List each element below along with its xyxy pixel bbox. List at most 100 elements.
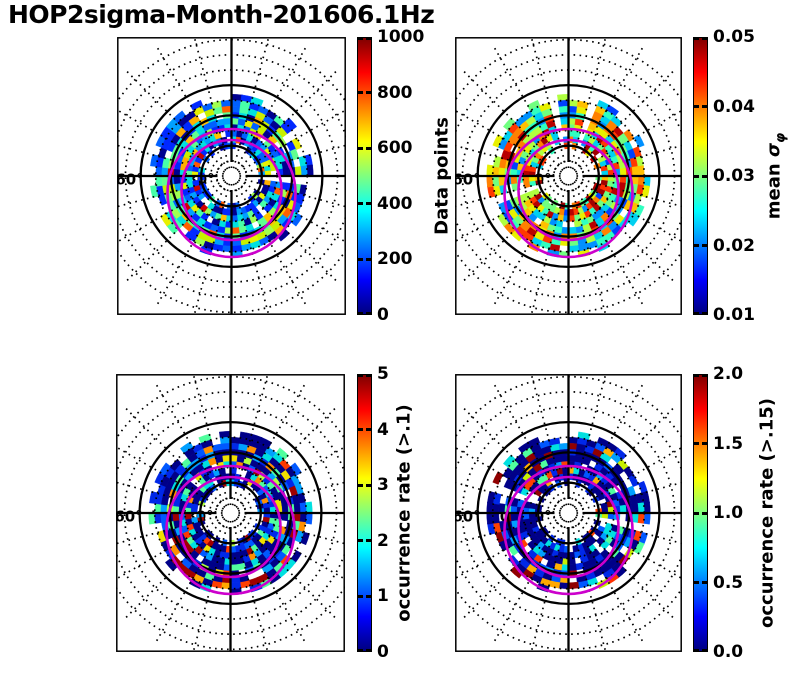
colorbar-tick: [702, 312, 707, 315]
colorbar-tick: [702, 244, 707, 247]
auroral-oval-inner: [517, 138, 620, 242]
polar-plot: 60°70°80°: [116, 374, 345, 652]
colorbar-tick: [366, 594, 371, 598]
colorbar-tick-label: 1.5: [713, 433, 744, 454]
colorbar-tick-label: 0: [377, 305, 389, 325]
auroral-oval-inner: [517, 475, 620, 579]
colorbar-tick: [358, 257, 363, 261]
colorbar-tick-label: 0.05: [713, 27, 755, 47]
polar-panel-data-points: 60°70°80°: [117, 37, 346, 315]
colorbar-tick: [358, 594, 363, 598]
mlt-cross-axes: [117, 375, 344, 651]
colorbar-occurrence-rate-gt-0.1: 0 1 2 3 4 5 occurrence rate (>.1): [357, 364, 467, 662]
dotted-spoke: [236, 67, 340, 171]
colorbar-tick: [694, 105, 699, 108]
dotted-spoke: [117, 179, 225, 244]
dotted-spoke: [575, 446, 682, 510]
dotted-spoke: [571, 43, 646, 170]
auroral-oval-outer: [165, 464, 296, 596]
colorbar-tick: [366, 257, 371, 261]
colorbar-tick: [366, 202, 371, 206]
polar-panel-occurrence-rate-gt-0.1: 60°70°80°: [116, 374, 345, 652]
dotted-spoke: [573, 518, 677, 622]
colorbar-tick: [702, 174, 707, 178]
dotted-spoke: [234, 43, 309, 170]
colorbar-tick: [358, 91, 363, 95]
dotted-spoke: [573, 404, 677, 508]
colorbar-tick: [702, 581, 707, 584]
dotted-spoke: [575, 179, 682, 243]
polar-panel-occurrence-rate-gt-0.15: 60° 70° 80°: [455, 374, 682, 652]
colorbar-tick: [366, 312, 371, 315]
dotted-spoke: [573, 67, 677, 171]
colorbar-tick: [694, 312, 699, 315]
dotted-spoke: [573, 181, 677, 285]
polar-plot: 60°70°80°: [455, 37, 682, 315]
dotted-spoke: [491, 519, 566, 646]
figure-title: HOP2sigma-Month-201606.1Hz: [8, 0, 435, 29]
colorbar-tick: [358, 483, 363, 487]
colorbar-tick: [358, 37, 363, 40]
colorbar-tick: [366, 649, 371, 652]
colorbar-occurrence-rate-gt-0.15: 0.0 0.5 1.0 1.5 2.0 occurrence rate (>.15): [693, 364, 797, 662]
data-mosaic: [148, 430, 313, 596]
colorbar-tick: [366, 146, 371, 150]
dotted-spoke: [154, 43, 229, 170]
dotted-spoke: [491, 182, 566, 309]
dotted-spoke: [455, 179, 562, 243]
dotted-spoke: [123, 67, 227, 171]
dotted-spoke: [460, 181, 564, 285]
auroral-oval-circles: [503, 464, 634, 596]
auroral-oval-circles: [503, 127, 634, 259]
dotted-spoke: [460, 404, 564, 508]
dotted-spoke: [235, 518, 339, 622]
colorbar-gradient: [357, 374, 372, 652]
colorbar-tick: [694, 649, 699, 652]
auroral-oval-outer: [503, 464, 634, 596]
dotted-spoke: [455, 516, 562, 580]
colorbar-tick: [694, 374, 699, 377]
colorbar-tick: [702, 374, 707, 377]
colorbar-tick: [694, 442, 699, 445]
colorbar-tick-label: 400: [377, 193, 413, 214]
auroral-oval-inner: [179, 475, 282, 579]
colorbar-tick-label: 0.01: [713, 305, 755, 325]
dotted-spoke: [117, 108, 225, 173]
polar-panel-mean-sigma-phi: 60°70°80°: [455, 37, 682, 315]
dotted-spoke: [122, 404, 226, 508]
colorbar-tick-label: 3: [377, 475, 389, 496]
polar-plot: 60°70°80°: [117, 37, 346, 315]
colorbar-tick-label: 1: [377, 586, 389, 607]
auroral-oval-outer: [166, 127, 297, 259]
dotted-spoke: [571, 182, 646, 309]
dotted-spoke: [575, 516, 682, 580]
colorbar-tick: [358, 374, 363, 377]
auroral-oval-circles: [165, 464, 296, 596]
colorbar-tick-label: 0.5: [713, 572, 744, 593]
dotted-spoke: [154, 182, 229, 309]
dotted-spoke: [193, 37, 231, 169]
colorbar-tick: [702, 37, 707, 40]
colorbar-tick-label: 0.02: [713, 235, 755, 256]
colorbar-tick-label: 0.04: [713, 96, 755, 117]
colorbar-axis-label: occurrence rate (>.15): [756, 398, 778, 628]
colorbar-tick: [358, 146, 363, 150]
dotted-spoke: [491, 43, 566, 170]
colorbar-tick-label: 0: [377, 642, 389, 662]
dotted-spoke: [116, 445, 224, 510]
dotted-spoke: [460, 67, 564, 171]
dotted-spoke: [233, 380, 308, 507]
colorbar-data-points: 0 200 400 600 800 1000 Data points: [357, 27, 467, 325]
colorbar-tick-label: 200: [377, 249, 413, 270]
dotted-spoke: [460, 518, 564, 622]
dotted-spoke: [571, 380, 646, 507]
dotted-spoke: [530, 374, 568, 506]
colorbar-mean-sigma-phi: 0.01 0.02 0.03 0.04 0.05 mean σφ: [693, 27, 797, 325]
dotted-spoke: [235, 404, 339, 508]
dotted-spoke: [575, 109, 682, 173]
colorbar-tick: [366, 539, 371, 543]
dotted-spoke: [239, 177, 346, 208]
colorbar-tick: [702, 511, 707, 515]
colorbar-axis-label: occurrence rate (>.1): [393, 404, 415, 622]
